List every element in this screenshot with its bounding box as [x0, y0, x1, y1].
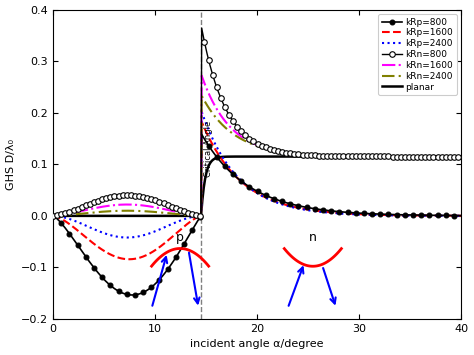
kRp=2400: [50, 214, 56, 218]
Text: Critical Angle: Critical Angle: [204, 121, 213, 177]
kRn=2400: [458, 154, 464, 159]
kRn=1600: [199, 73, 205, 78]
kRp=800: [129, 293, 135, 297]
kRp=1600: [127, 257, 132, 261]
kRp=800: [292, 203, 298, 207]
kRp=1600: [122, 257, 128, 261]
kRn=800: [458, 154, 464, 159]
kRp=1600: [237, 178, 242, 182]
kRn=2400: [292, 151, 297, 155]
kRp=2400: [359, 212, 365, 217]
kRp=800: [122, 292, 128, 296]
Y-axis label: GHS D/λ₀: GHS D/λ₀: [6, 139, 16, 190]
kRn=800: [199, 26, 205, 30]
kRp=800: [199, 132, 205, 137]
kRp=800: [50, 214, 56, 218]
kRp=800: [359, 211, 365, 215]
Line: planar: planar: [53, 157, 461, 216]
kRn=800: [324, 154, 329, 158]
planar: [122, 214, 128, 218]
Text: n: n: [309, 231, 317, 244]
kRn=800: [358, 154, 364, 158]
kRn=1600: [236, 132, 241, 137]
kRp=1600: [458, 214, 464, 218]
X-axis label: incident angle α/degree: incident angle α/degree: [191, 339, 324, 349]
planar: [235, 154, 241, 159]
Line: kRp=2400: kRp=2400: [53, 112, 461, 237]
kRn=1600: [122, 202, 128, 207]
kRn=800: [122, 193, 128, 197]
Line: kRp=800: kRp=800: [51, 132, 464, 297]
kRp=2400: [156, 228, 162, 232]
kRp=2400: [237, 176, 242, 181]
kRp=2400: [324, 211, 330, 215]
kRp=2400: [458, 214, 464, 218]
kRp=1600: [199, 120, 205, 124]
kRp=1600: [156, 246, 162, 250]
kRn=2400: [50, 214, 56, 218]
kRp=800: [237, 178, 242, 182]
kRp=1600: [359, 212, 365, 217]
kRn=800: [155, 199, 161, 203]
Line: kRn=1600: kRn=1600: [53, 76, 461, 216]
Text: p: p: [176, 231, 184, 244]
kRp=1600: [292, 205, 298, 209]
planar: [352, 154, 357, 159]
kRp=2400: [125, 235, 130, 240]
kRn=800: [236, 126, 241, 130]
kRn=2400: [122, 209, 128, 213]
kRn=1600: [50, 214, 56, 218]
planar: [458, 154, 464, 159]
kRn=800: [292, 152, 297, 156]
planar: [155, 214, 161, 218]
kRn=1600: [292, 151, 297, 155]
kRp=800: [324, 208, 330, 213]
kRn=2400: [324, 153, 329, 158]
planar: [358, 154, 364, 159]
kRn=1600: [155, 206, 161, 210]
Line: kRn=800: kRn=800: [50, 26, 464, 219]
planar: [323, 154, 328, 159]
Line: kRp=1600: kRp=1600: [53, 122, 461, 259]
kRn=2400: [155, 210, 161, 214]
kRn=1600: [358, 154, 364, 158]
kRn=2400: [358, 154, 364, 158]
kRp=1600: [324, 210, 330, 214]
kRn=2400: [199, 94, 205, 98]
kRp=2400: [122, 235, 128, 240]
Legend: kRp=800, kRp=1600, kRp=2400, kRn=800, kRn=1600, kRn=2400, planar: kRp=800, kRp=1600, kRp=2400, kRn=800, kR…: [378, 14, 457, 95]
kRp=1600: [50, 214, 56, 218]
kRp=2400: [292, 206, 298, 210]
planar: [50, 214, 56, 218]
kRp=800: [458, 213, 464, 218]
kRn=1600: [458, 154, 464, 159]
kRn=1600: [324, 153, 329, 158]
kRp=800: [156, 278, 162, 283]
kRn=2400: [236, 135, 241, 140]
planar: [291, 154, 297, 159]
kRp=2400: [199, 110, 205, 114]
Line: kRn=2400: kRn=2400: [53, 96, 461, 216]
kRn=800: [50, 214, 56, 218]
